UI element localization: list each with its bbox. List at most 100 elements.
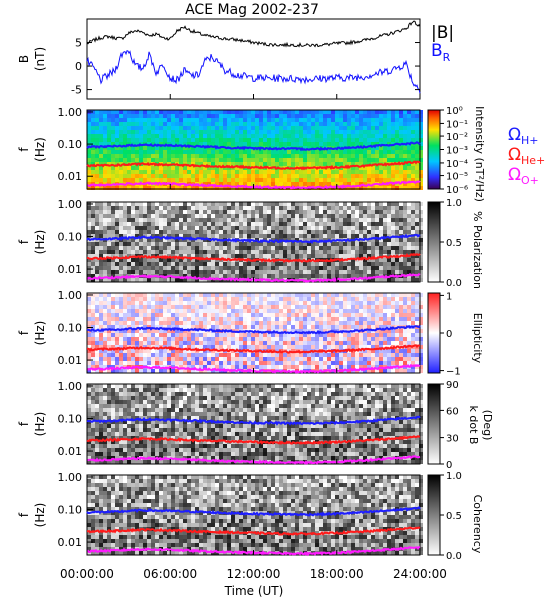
heatmap-cell xyxy=(115,270,119,274)
line-omega-H xyxy=(86,233,421,245)
heatmap-cell xyxy=(327,130,331,134)
heatmap-cell xyxy=(163,142,167,146)
heatmap-cell xyxy=(91,274,95,278)
heatmap-cell xyxy=(247,357,251,361)
heatmap-cell xyxy=(91,150,95,154)
heatmap-cell xyxy=(339,361,343,365)
heatmap-cell xyxy=(171,234,175,238)
heatmap-cell xyxy=(379,158,383,162)
heatmap-cell xyxy=(331,226,335,230)
heatmap-cell xyxy=(391,301,395,305)
heatmap-cell xyxy=(111,178,115,182)
heatmap-cell xyxy=(95,242,99,246)
heatmap-cell xyxy=(239,226,243,230)
heatmap-cell xyxy=(127,369,131,373)
heatmap-cell xyxy=(327,226,331,230)
heatmap-cell xyxy=(215,110,219,114)
heatmap-cell xyxy=(359,369,363,373)
heatmap-cell xyxy=(267,337,271,341)
heatmap-cell xyxy=(271,365,275,369)
heatmap-cell xyxy=(231,357,235,361)
heatmap-cell xyxy=(119,349,123,353)
heatmap-cell xyxy=(239,158,243,162)
heatmap-cell xyxy=(379,349,383,353)
heatmap-cell xyxy=(287,134,291,138)
heatmap-cell xyxy=(347,214,351,218)
heatmap-cell xyxy=(191,258,195,262)
heatmap-cell xyxy=(227,242,231,246)
heatmap-cell xyxy=(239,242,243,246)
heatmap-cell xyxy=(403,154,407,158)
heatmap-cell xyxy=(227,182,231,186)
heatmap-cell xyxy=(91,250,95,254)
heatmap-cell xyxy=(279,218,283,222)
heatmap-cell xyxy=(379,214,383,218)
heatmap-cell xyxy=(199,345,203,349)
heatmap-cell xyxy=(259,154,263,158)
heatmap-cell xyxy=(207,202,211,206)
heatmap-cell xyxy=(175,118,179,122)
heatmap-cell xyxy=(407,118,411,122)
y-axis-unit: (nT) xyxy=(33,47,47,71)
heatmap-cell xyxy=(351,333,355,337)
heatmap-cell xyxy=(271,297,275,301)
heatmap-cell xyxy=(335,230,339,234)
heatmap-cell xyxy=(319,162,323,166)
heatmap-cell xyxy=(223,118,227,122)
heatmap-cell xyxy=(127,130,131,134)
heatmap-cell xyxy=(187,178,191,182)
heatmap-cell xyxy=(191,254,195,258)
heatmap-cell xyxy=(159,341,163,345)
heatmap-cell xyxy=(155,134,159,138)
heatmap-cell xyxy=(415,218,419,222)
y-tick-label: 0.10 xyxy=(58,231,83,244)
heatmap-cell xyxy=(107,130,111,134)
heatmap-cell xyxy=(191,122,195,126)
heatmap-cell xyxy=(291,210,295,214)
heatmap-cell xyxy=(279,357,283,361)
heatmap-cell xyxy=(107,317,111,321)
heatmap-cell xyxy=(135,301,139,305)
heatmap-cell xyxy=(319,353,323,357)
heatmap-cell xyxy=(127,329,131,333)
heatmap-cell xyxy=(143,218,147,222)
heatmap-cell xyxy=(95,134,99,138)
heatmap-cell xyxy=(155,230,159,234)
heatmap-cell xyxy=(95,313,99,317)
heatmap-cell xyxy=(231,345,235,349)
heatmap-cell xyxy=(279,114,283,118)
heatmap-cell xyxy=(227,142,231,146)
heatmap-cell xyxy=(275,270,279,274)
heatmap-cell xyxy=(207,250,211,254)
heatmap-cell xyxy=(215,365,219,369)
heatmap-cell xyxy=(303,182,307,186)
heatmap-cell xyxy=(343,174,347,178)
heatmap-cell xyxy=(107,158,111,162)
heatmap-cell xyxy=(403,218,407,222)
heatmap-cell xyxy=(247,262,251,266)
heatmap-cell xyxy=(119,250,123,254)
heatmap-cell xyxy=(383,174,387,178)
heatmap-cell xyxy=(239,214,243,218)
heatmap-cell xyxy=(247,321,251,325)
heatmap-cell xyxy=(331,250,335,254)
heatmap-cell xyxy=(407,162,411,166)
heatmap-cell xyxy=(259,309,263,313)
heatmap-cell xyxy=(91,214,95,218)
heatmap-cell xyxy=(139,158,143,162)
heatmap-cell xyxy=(219,142,223,146)
heatmap-cell xyxy=(255,158,259,162)
heatmap-cell xyxy=(147,150,151,154)
heatmap-cell xyxy=(399,230,403,234)
heatmap-cell xyxy=(187,313,191,317)
heatmap-cell xyxy=(199,357,203,361)
heatmap-cell xyxy=(327,305,331,309)
heatmap-cell xyxy=(131,317,135,321)
heatmap-cell xyxy=(375,138,379,142)
heatmap-cell xyxy=(355,337,359,341)
heatmap-cell xyxy=(247,138,251,142)
heatmap-cell xyxy=(95,254,99,258)
heatmap-cell xyxy=(135,258,139,262)
heatmap-cell xyxy=(255,301,259,305)
heatmap-cell xyxy=(131,134,135,138)
